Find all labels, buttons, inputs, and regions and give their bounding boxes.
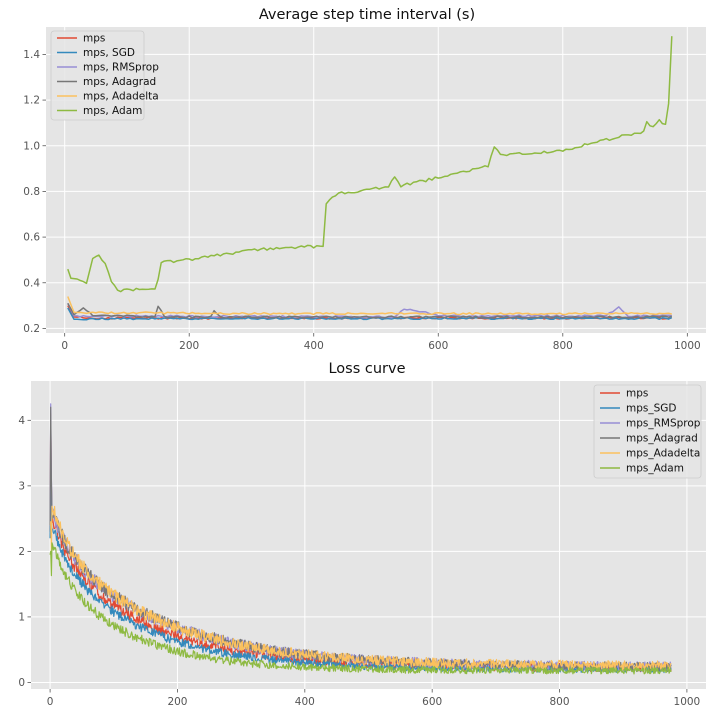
chart2-legend-label-1: mps_SGD (626, 403, 677, 415)
chart1-legend-label-3: mps, Adagrad (83, 76, 156, 88)
chart1-ytick-label: 1.0 (23, 140, 40, 152)
chart1-ytick-label: 0.6 (23, 232, 40, 244)
chart1-ytick-label: 1.2 (23, 95, 40, 107)
chart2-series-lines (49, 403, 672, 675)
chart1-series-line-4 (67, 296, 673, 316)
chart1-title: Average step time interval (s) (259, 7, 475, 23)
chart1-xtick-label: 0 (61, 340, 68, 352)
chart2-ytick-label: 2 (18, 546, 25, 558)
chart2-series-line-1 (49, 472, 672, 674)
chart2-xtick-label: 0 (47, 696, 54, 708)
chart1-series-line-5 (67, 36, 673, 293)
chart2-plot-area (31, 381, 706, 689)
chart1-plot-area (46, 27, 706, 333)
chart2-legend-label-2: mps_RMSprop (626, 418, 701, 430)
chart1-legend-label-1: mps, SGD (83, 47, 135, 59)
chart2-y-ticks: 0 1 2 3 4 (18, 415, 31, 689)
chart2-series-line-4 (50, 505, 672, 671)
chart2-ytick-label: 0 (18, 677, 25, 689)
chart1-ytick-label: 0.4 (23, 277, 40, 289)
chart2-xtick-label: 200 (167, 696, 187, 708)
chart2-xtick-label: 400 (295, 696, 315, 708)
chart1-series-lines (67, 36, 673, 321)
chart-step-time: Average step time interval (s) 0 200 400 60… (23, 7, 706, 352)
chart1-series-line-1 (67, 307, 673, 321)
chart2-series-line-5 (49, 542, 672, 675)
chart1-xtick-label: 800 (553, 340, 573, 352)
chart2-legend-label-0: mps (626, 388, 648, 400)
chart2-title: Loss curve (328, 361, 405, 377)
chart2-ytick-label: 4 (18, 415, 25, 427)
chart1-legend-label-2: mps, RMSprop (83, 62, 159, 74)
chart1-ytick-label: 1.4 (23, 49, 40, 61)
chart1-xtick-label: 400 (304, 340, 324, 352)
chart1-series-line-3 (67, 302, 673, 319)
chart2-xtick-label: 800 (550, 696, 570, 708)
chart1-xtick-label: 600 (428, 340, 448, 352)
chart1-grid (46, 27, 706, 333)
chart1-ytick-label: 0.2 (23, 323, 40, 335)
chart2-ytick-label: 3 (18, 480, 25, 492)
chart1-y-ticks: 0.2 0.4 0.6 0.8 1.0 1.2 1.4 (23, 49, 46, 335)
chart2-x-ticks: 0 200 400 600 800 1000 (47, 689, 701, 708)
chart2-legend-label-5: mps_Adam (626, 463, 684, 475)
chart1-ytick-label: 0.8 (23, 186, 40, 198)
chart2-legend-label-4: mps_Adadelta (626, 448, 700, 460)
chart2-legend-label-3: mps_Adagrad (626, 433, 698, 445)
chart2-xtick-label: 1000 (674, 696, 701, 708)
chart1-xtick-label: 200 (179, 340, 199, 352)
chart1-legend: mps mps, SGD mps, RMSprop mps, Adagrad m… (50, 30, 159, 121)
chart2-ytick-label: 1 (18, 612, 25, 624)
chart2-grid (31, 381, 706, 689)
chart1-x-ticks: 0 200 400 600 800 1000 (61, 333, 701, 352)
chart2-xtick-label: 600 (422, 696, 442, 708)
chart1-legend-label-5: mps, Adam (83, 105, 142, 117)
chart1-legend-label-0: mps (83, 33, 105, 45)
chart1-xtick-label: 1000 (674, 340, 701, 352)
chart-loss-curve: Loss curve 0 200 400 600 800 1000 0 1 2 3 4 mps m… (18, 361, 706, 708)
chart2-legend: mps mps_SGD mps_RMSprop mps_Adagrad mps_… (593, 384, 702, 479)
chart1-legend-label-4: mps, Adadelta (83, 91, 159, 103)
